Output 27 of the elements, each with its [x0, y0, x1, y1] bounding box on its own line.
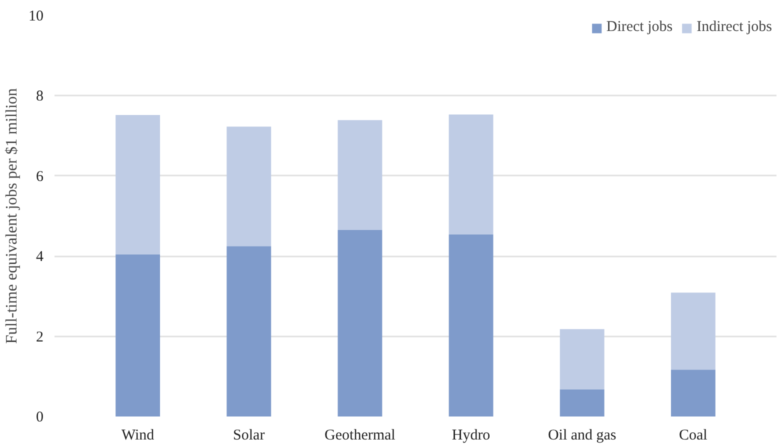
bar: [338, 120, 382, 230]
y-tick-label: 4: [36, 249, 44, 266]
x-tick-label: Hydro: [452, 428, 490, 444]
bar: [670, 370, 716, 416]
y-tick-label: 0: [36, 410, 44, 426]
x-tick-label: Coal: [679, 428, 708, 444]
bar: [448, 114, 494, 234]
bar: [448, 234, 494, 416]
bar: [560, 329, 604, 390]
y-tick-label: 8: [36, 88, 44, 105]
bar: [226, 246, 272, 416]
x-tick-label: Geothermal: [324, 428, 396, 444]
bar: [338, 230, 382, 416]
bar: [116, 114, 160, 254]
y-tick-label: 2: [36, 329, 44, 346]
bar: [116, 254, 160, 416]
y-tick-label: 10: [28, 8, 44, 24]
y-axis-title: Full-time equivalent jobs per $1 million: [4, 88, 20, 344]
legend-label: Indirect jobs: [696, 19, 772, 36]
legend-label: Direct jobs: [606, 19, 673, 36]
bar: [670, 292, 716, 370]
x-tick-label: Solar: [233, 428, 265, 444]
x-tick-label: Oil and gas: [548, 428, 616, 444]
y-tick-label: 6: [36, 168, 44, 185]
bar: [560, 389, 604, 416]
bar: [226, 126, 272, 246]
x-tick-label: Wind: [121, 428, 155, 444]
